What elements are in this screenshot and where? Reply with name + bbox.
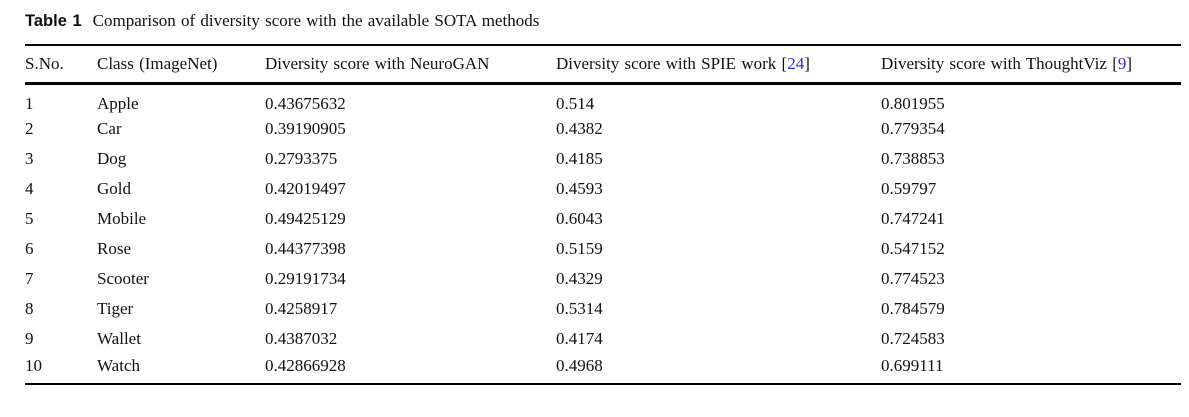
col-header-label: Diversity score with SPIE work bbox=[556, 53, 777, 73]
table-cell: 0.4174 bbox=[556, 328, 603, 348]
col-header-label: Diversity score with ThoughtViz bbox=[881, 53, 1107, 73]
table-cell: Mobile bbox=[97, 208, 147, 228]
table-cell: 0.2793375 bbox=[265, 148, 338, 168]
table-cell: 0.738853 bbox=[881, 148, 945, 168]
table-cell: 0.43675632 bbox=[265, 93, 346, 113]
table-row: 10 Watch 0.42866928 0.4968 0.699111 bbox=[25, 354, 1181, 384]
table-cell: 0.59797 bbox=[881, 178, 937, 198]
table-row: 8 Tiger 0.4258917 0.5314 0.784579 bbox=[25, 294, 1181, 324]
table-cell: 8 bbox=[25, 298, 34, 318]
table-cell: 0.5159 bbox=[556, 238, 603, 258]
table-cell: Scooter bbox=[97, 268, 149, 288]
table-cell: 0.6043 bbox=[556, 208, 603, 228]
table-cell: Tiger bbox=[97, 298, 134, 318]
table-cell: 4 bbox=[25, 178, 34, 198]
table-cell: 6 bbox=[25, 238, 34, 258]
table-cell: 0.4968 bbox=[556, 355, 603, 375]
table-cell: Apple bbox=[97, 93, 139, 113]
col-header-thoughtviz: Diversity score with ThoughtViz [9] bbox=[881, 45, 1181, 83]
table-cell: Wallet bbox=[97, 328, 141, 348]
table-row: 7 Scooter 0.29191734 0.4329 0.774523 bbox=[25, 264, 1181, 294]
table-cell: 10 bbox=[25, 355, 42, 375]
table-cell: 0.42866928 bbox=[265, 355, 346, 375]
table-row: 5 Mobile 0.49425129 0.6043 0.747241 bbox=[25, 204, 1181, 234]
col-header-neurogan: Diversity score with NeuroGAN bbox=[265, 45, 556, 83]
table-cell: 0.801955 bbox=[881, 93, 945, 113]
table-cell: 2 bbox=[25, 118, 34, 138]
table-caption-label: Table 1 bbox=[25, 12, 82, 30]
table-cell: 0.49425129 bbox=[265, 208, 346, 228]
table-row: 4 Gold 0.42019497 0.4593 0.59797 bbox=[25, 174, 1181, 204]
citation-ref: [9] bbox=[1112, 54, 1132, 73]
citation-link[interactable]: 24 bbox=[787, 53, 805, 73]
table-cell: 0.4185 bbox=[556, 148, 603, 168]
table-cell: 0.39190905 bbox=[265, 118, 346, 138]
table-caption-text: Comparison of diversity score with the a… bbox=[92, 11, 540, 30]
table-cell: Dog bbox=[97, 148, 127, 168]
table-cell: 0.4593 bbox=[556, 178, 603, 198]
table-cell: Watch bbox=[97, 355, 140, 375]
table-cell: 0.4329 bbox=[556, 268, 603, 288]
col-header-label: Diversity score with NeuroGAN bbox=[265, 53, 490, 73]
table-caption: Table 1 Comparison of diversity score wit… bbox=[25, 10, 1181, 32]
table-row: 1 Apple 0.43675632 0.514 0.801955 bbox=[25, 83, 1181, 114]
table-row: 3 Dog 0.2793375 0.4185 0.738853 bbox=[25, 144, 1181, 174]
col-header-label: Class (ImageNet) bbox=[97, 53, 218, 73]
table-cell: 0.4258917 bbox=[265, 298, 338, 318]
table-cell: 0.747241 bbox=[881, 208, 945, 228]
table-cell: 0.784579 bbox=[881, 298, 945, 318]
citation-bracket-open: [ bbox=[1112, 53, 1118, 73]
table-cell: 5 bbox=[25, 208, 34, 228]
citation-bracket-close: ] bbox=[1126, 53, 1133, 73]
table-cell: 0.774523 bbox=[881, 268, 945, 288]
comparison-table: S.No. Class (ImageNet) Diversity score w… bbox=[25, 44, 1181, 385]
table-cell: 0.514 bbox=[556, 93, 595, 113]
table-cell: Car bbox=[97, 118, 122, 138]
col-header-spie: Diversity score with SPIE work [24] bbox=[556, 45, 881, 83]
table-cell: Rose bbox=[97, 238, 131, 258]
table-cell: 0.4387032 bbox=[265, 328, 338, 348]
table-cell: 0.547152 bbox=[881, 238, 945, 258]
paper-table: Table 1 Comparison of diversity score wit… bbox=[25, 10, 1181, 385]
citation-link[interactable]: 9 bbox=[1117, 53, 1127, 73]
table-cell: 0.29191734 bbox=[265, 268, 346, 288]
table-row: 2 Car 0.39190905 0.4382 0.779354 bbox=[25, 114, 1181, 144]
citation-ref: [24] bbox=[782, 54, 810, 73]
col-header-sno: S.No. bbox=[25, 45, 97, 83]
table-cell: 0.724583 bbox=[881, 328, 945, 348]
table-row: 6 Rose 0.44377398 0.5159 0.547152 bbox=[25, 234, 1181, 264]
table-cell: 7 bbox=[25, 268, 34, 288]
table-cell: 0.44377398 bbox=[265, 238, 346, 258]
table-header: S.No. Class (ImageNet) Diversity score w… bbox=[25, 45, 1181, 83]
citation-bracket-close: ] bbox=[804, 53, 810, 73]
col-header-class: Class (ImageNet) bbox=[97, 45, 265, 83]
table-cell: Gold bbox=[97, 178, 131, 198]
col-header-label: S.No. bbox=[25, 53, 64, 73]
table-header-row: S.No. Class (ImageNet) Diversity score w… bbox=[25, 45, 1181, 83]
table-row: 9 Wallet 0.4387032 0.4174 0.724583 bbox=[25, 324, 1181, 354]
citation-bracket-open: [ bbox=[781, 53, 788, 73]
table-cell: 0.4382 bbox=[556, 118, 603, 138]
table-cell: 0.5314 bbox=[556, 298, 603, 318]
table-cell: 3 bbox=[25, 148, 34, 168]
table-body: 1 Apple 0.43675632 0.514 0.801955 2 Car 0.39190… bbox=[25, 83, 1181, 384]
table-cell: 1 bbox=[25, 93, 34, 113]
table-cell: 9 bbox=[25, 328, 34, 348]
table-cell: 0.779354 bbox=[881, 118, 945, 138]
table-cell: 0.42019497 bbox=[265, 178, 346, 198]
table-cell: 0.699111 bbox=[881, 355, 944, 375]
